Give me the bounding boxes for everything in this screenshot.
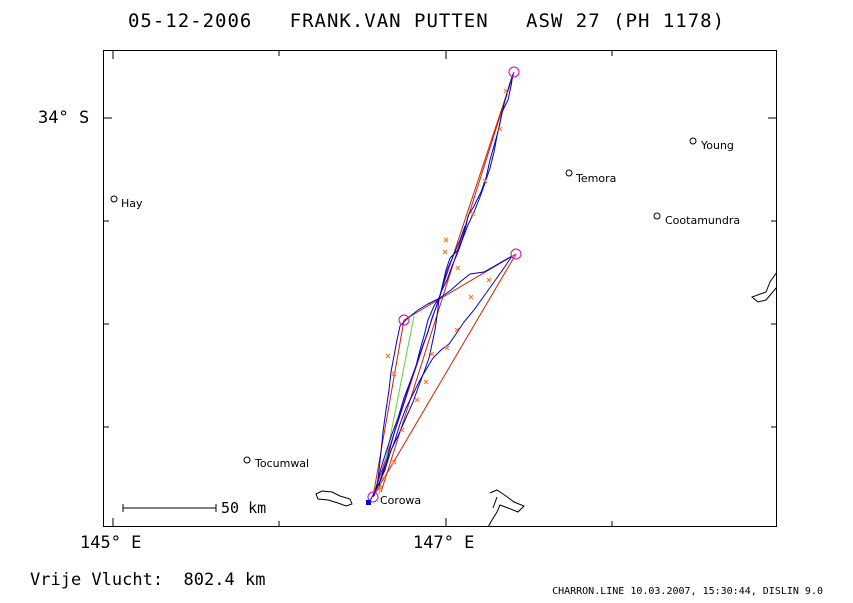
map-frame	[103, 50, 777, 527]
fix-markers	[377, 88, 509, 491]
axis-ticks	[103, 50, 777, 527]
town-label-temora: Temora	[576, 172, 617, 185]
turnpoint-west	[398, 314, 410, 326]
lat-label: 34° S	[38, 108, 90, 128]
town-marker-temora	[565, 169, 573, 177]
town-markers	[110, 137, 697, 464]
turnpoint-east	[510, 248, 522, 260]
alternate-leg	[378, 315, 415, 495]
flight-title: 05-12-2006 FRANK.VAN PUTTEN ASW 27 (PH 1…	[0, 10, 853, 32]
task-lines	[372, 71, 517, 498]
town-label-tocumwal: Tocumwal	[255, 457, 310, 470]
lon-label-147: 147° E	[413, 533, 475, 553]
scale-bar-line	[122, 504, 217, 512]
town-label-young: Young	[701, 139, 734, 152]
town-label-cootamundra: Cootamundra	[665, 214, 741, 227]
town-marker-young	[689, 137, 697, 145]
flight-track	[368, 73, 514, 504]
turnpoint-north	[508, 66, 520, 78]
town-marker-cootamundra	[653, 212, 661, 220]
free-flight-distance: Vrije Vlucht: 802.4 km	[30, 570, 265, 590]
glider-id: ASW 27 (PH 1178)	[526, 10, 726, 32]
distance-label: Vrije Vlucht:	[30, 570, 164, 590]
scale-bar-label: 50 km	[221, 499, 267, 517]
town-label-corowa: Corowa	[380, 494, 422, 507]
lake-west	[315, 490, 353, 507]
water-outlines	[315, 271, 778, 528]
lon-label-145: 145° E	[80, 533, 142, 553]
lake-far-east	[751, 271, 778, 303]
flight-date: 05-12-2006	[127, 10, 253, 32]
software-credit: CHARRON.LINE 10.03.2007, 15:30:44, DISLI…	[552, 586, 823, 597]
distance-value: 802.4 km	[183, 570, 266, 590]
pilot-name: FRANK.VAN PUTTEN	[289, 10, 489, 32]
start-marker	[366, 500, 371, 505]
turnpoints	[367, 66, 522, 503]
town-marker-hay	[110, 195, 118, 203]
town-label-hay: Hay	[121, 197, 143, 210]
town-marker-tocumwal	[243, 456, 251, 464]
lake-east	[487, 489, 525, 528]
turnpoint-start	[367, 491, 379, 503]
